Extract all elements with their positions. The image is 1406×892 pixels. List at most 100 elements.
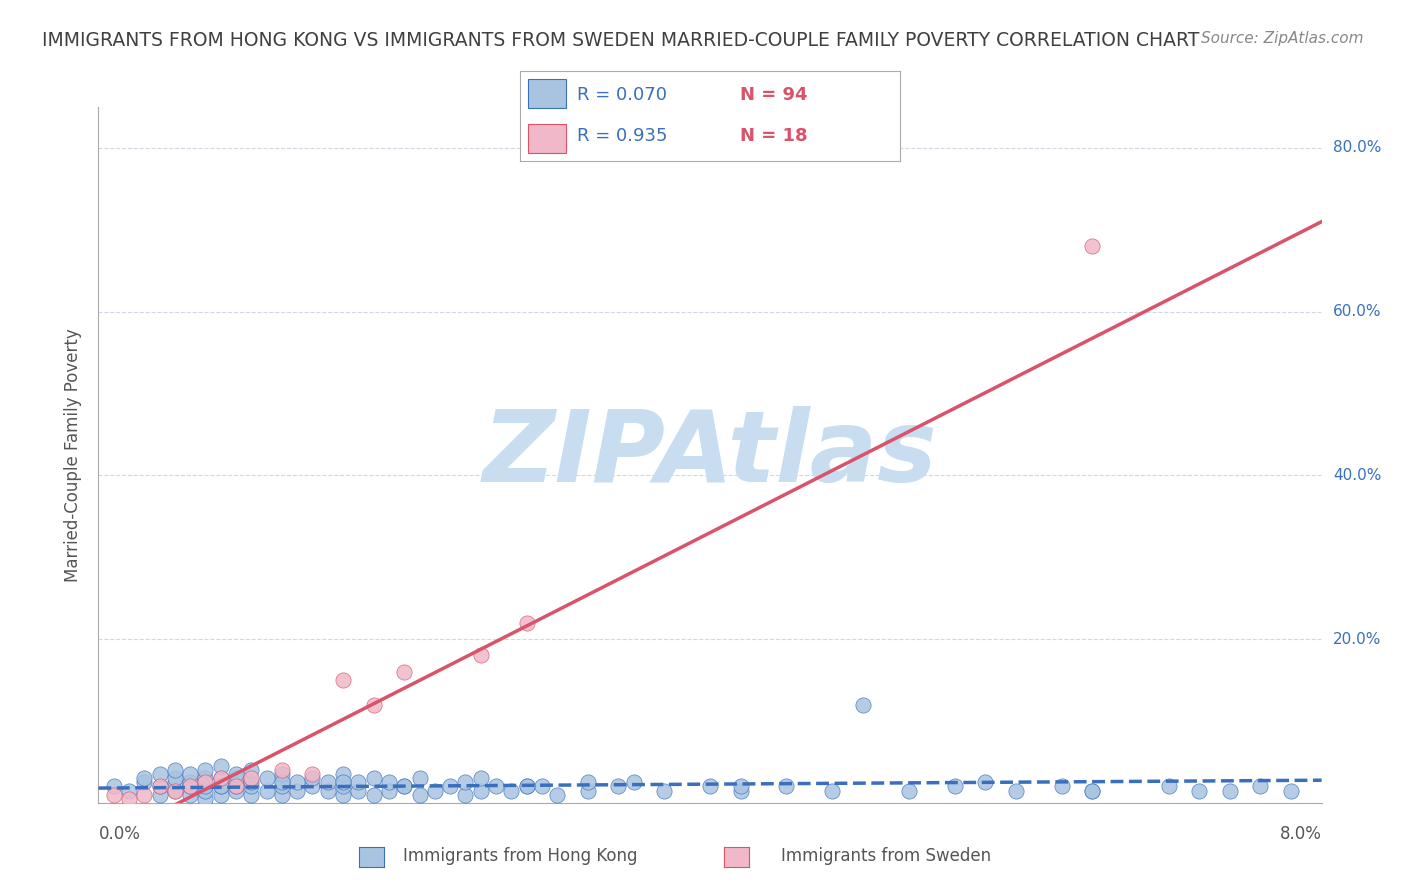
Point bbox=[974, 775, 997, 789]
Text: 80.0%: 80.0% bbox=[1333, 140, 1381, 155]
Text: 20.0%: 20.0% bbox=[1333, 632, 1381, 647]
Point bbox=[301, 780, 323, 794]
Point bbox=[470, 783, 492, 797]
Point bbox=[209, 771, 232, 785]
Point bbox=[285, 783, 308, 797]
Point bbox=[240, 780, 263, 794]
Point bbox=[225, 780, 247, 794]
Point bbox=[332, 780, 354, 794]
Point bbox=[470, 648, 492, 663]
Point bbox=[270, 788, 294, 802]
Text: Immigrants from Sweden: Immigrants from Sweden bbox=[780, 847, 991, 865]
Point bbox=[240, 763, 263, 777]
Point bbox=[546, 788, 568, 802]
Point bbox=[225, 780, 247, 794]
Point bbox=[134, 771, 156, 785]
Point bbox=[1249, 780, 1271, 794]
FancyBboxPatch shape bbox=[527, 124, 565, 153]
Point bbox=[194, 771, 217, 785]
Point bbox=[209, 771, 232, 785]
Text: 40.0%: 40.0% bbox=[1333, 468, 1381, 483]
Point bbox=[240, 788, 263, 802]
Point bbox=[194, 791, 217, 805]
Point bbox=[1157, 780, 1180, 794]
Point bbox=[1081, 783, 1104, 797]
Point bbox=[163, 783, 186, 797]
Point bbox=[270, 780, 294, 794]
Point bbox=[332, 788, 354, 802]
Point bbox=[1081, 783, 1104, 797]
Point bbox=[285, 775, 308, 789]
Point bbox=[730, 780, 752, 794]
Point bbox=[316, 783, 339, 797]
Point bbox=[225, 783, 247, 797]
Point bbox=[530, 780, 553, 794]
Point bbox=[134, 788, 156, 802]
Point bbox=[623, 775, 645, 789]
Point bbox=[363, 788, 385, 802]
Point bbox=[1279, 783, 1302, 797]
Point bbox=[485, 780, 508, 794]
Point bbox=[301, 767, 323, 781]
Point bbox=[163, 775, 186, 789]
Point bbox=[316, 775, 339, 789]
Point bbox=[179, 767, 201, 781]
Point bbox=[439, 780, 461, 794]
Point bbox=[392, 780, 416, 794]
Point bbox=[408, 771, 430, 785]
Point bbox=[209, 759, 232, 773]
Text: Immigrants from Hong Kong: Immigrants from Hong Kong bbox=[404, 847, 637, 865]
FancyBboxPatch shape bbox=[527, 79, 565, 108]
Point bbox=[516, 780, 538, 794]
Point bbox=[301, 771, 323, 785]
Point bbox=[699, 780, 721, 794]
Point bbox=[332, 775, 354, 789]
Text: 8.0%: 8.0% bbox=[1279, 825, 1322, 843]
Point bbox=[501, 783, 523, 797]
Point bbox=[209, 788, 232, 802]
Point bbox=[179, 780, 201, 794]
Point bbox=[363, 698, 385, 712]
Point bbox=[363, 771, 385, 785]
Point bbox=[149, 788, 172, 802]
Point bbox=[225, 767, 247, 781]
Point bbox=[256, 783, 278, 797]
Point bbox=[576, 775, 599, 789]
Text: R = 0.070: R = 0.070 bbox=[578, 87, 668, 104]
Point bbox=[149, 767, 172, 781]
Point bbox=[378, 775, 401, 789]
Point bbox=[775, 780, 797, 794]
Point bbox=[163, 783, 186, 797]
Point bbox=[821, 783, 844, 797]
Point bbox=[103, 788, 125, 802]
Point bbox=[194, 780, 217, 794]
Point bbox=[256, 771, 278, 785]
Point bbox=[103, 780, 125, 794]
Point bbox=[134, 775, 156, 789]
Point bbox=[943, 780, 966, 794]
Point bbox=[163, 763, 186, 777]
Point bbox=[149, 780, 172, 794]
Point bbox=[347, 775, 370, 789]
Point bbox=[179, 775, 201, 789]
Text: N = 94: N = 94 bbox=[741, 87, 808, 104]
Point bbox=[607, 780, 630, 794]
Point bbox=[149, 780, 172, 794]
Point bbox=[730, 783, 752, 797]
Point bbox=[470, 771, 492, 785]
Point bbox=[652, 783, 675, 797]
Point bbox=[392, 780, 416, 794]
Text: Source: ZipAtlas.com: Source: ZipAtlas.com bbox=[1201, 31, 1364, 46]
Point bbox=[408, 788, 430, 802]
Text: ZIPAtlas: ZIPAtlas bbox=[482, 407, 938, 503]
Point bbox=[194, 775, 217, 789]
Point bbox=[163, 771, 186, 785]
Text: 60.0%: 60.0% bbox=[1333, 304, 1381, 319]
Point bbox=[454, 775, 477, 789]
Point bbox=[194, 763, 217, 777]
Point bbox=[240, 771, 263, 785]
Point bbox=[516, 780, 538, 794]
Text: IMMIGRANTS FROM HONG KONG VS IMMIGRANTS FROM SWEDEN MARRIED-COUPLE FAMILY POVERT: IMMIGRANTS FROM HONG KONG VS IMMIGRANTS … bbox=[42, 31, 1199, 50]
Point bbox=[332, 673, 354, 687]
Point bbox=[897, 783, 920, 797]
